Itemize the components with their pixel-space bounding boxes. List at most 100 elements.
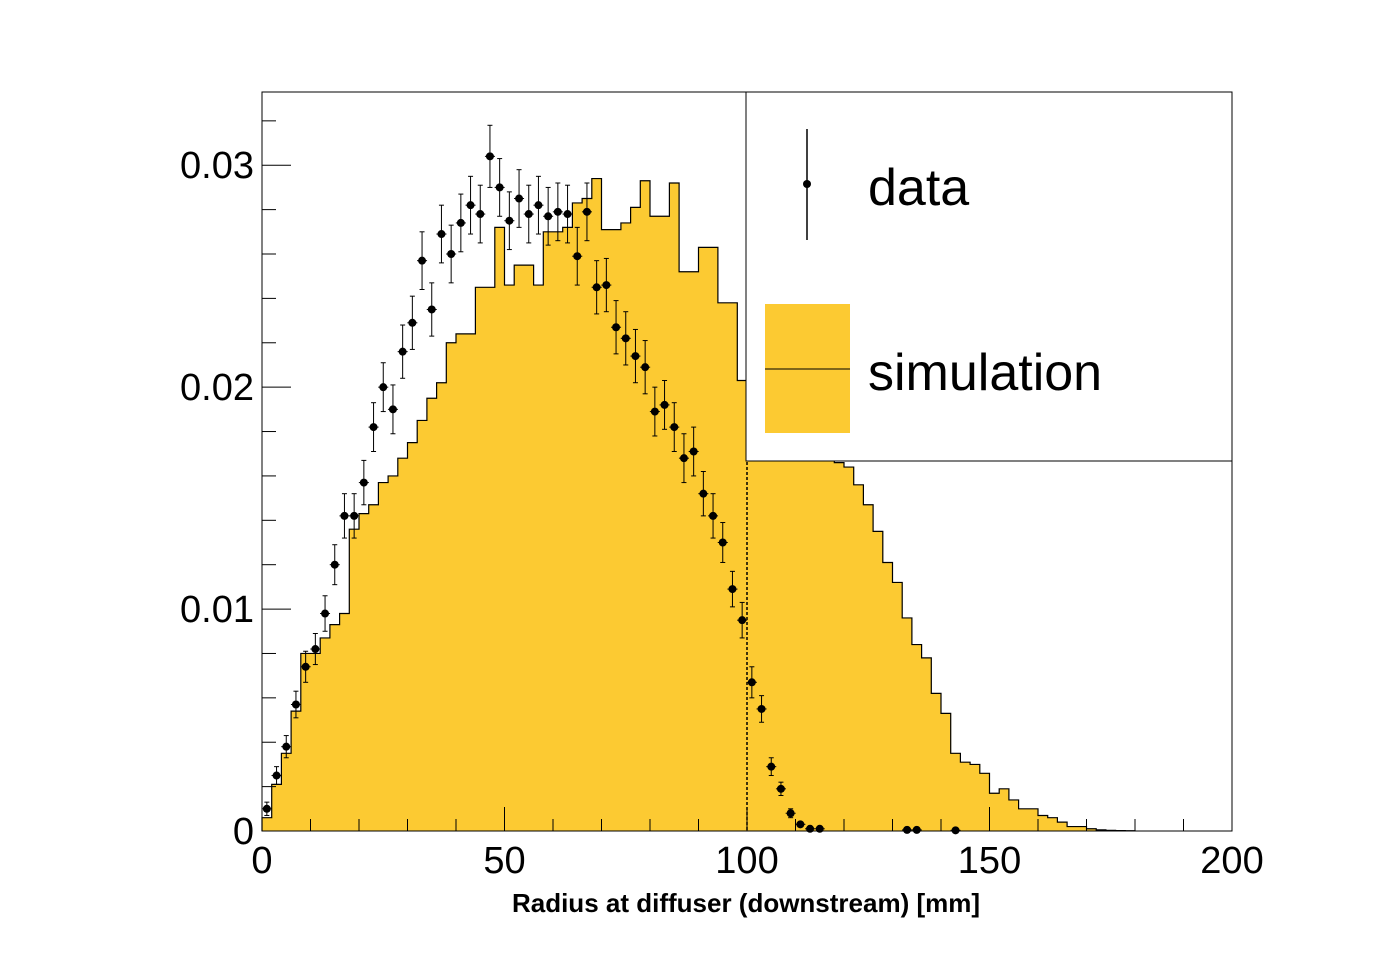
x-tick-label: 150 (958, 840, 1021, 882)
x-tick-label: 200 (1200, 840, 1263, 882)
simulation-bin (698, 247, 709, 832)
simulation-bin (417, 420, 428, 831)
data-point (387, 384, 398, 435)
data-point (572, 226, 583, 286)
data-point (640, 340, 651, 395)
data-point (746, 666, 757, 699)
simulation-bin (359, 513, 370, 831)
simulation-bin (747, 333, 758, 831)
data-point (552, 182, 563, 242)
data-marker (408, 318, 417, 327)
simulation-bin (785, 384, 796, 831)
y-tick-label: 0.03 (180, 145, 254, 187)
data-point (417, 231, 428, 291)
simulation-bin (271, 784, 282, 831)
simulation-bin (795, 407, 806, 831)
data-marker (447, 250, 456, 259)
data-point (290, 690, 301, 719)
data-point (775, 781, 786, 796)
data-marker (388, 405, 397, 414)
simulation-bin (892, 582, 903, 831)
data-point (543, 186, 554, 246)
data-point (358, 459, 369, 506)
data-point (785, 808, 796, 819)
data-point (533, 175, 544, 235)
data-point (339, 493, 350, 539)
data-point (717, 522, 728, 563)
simulation-bin (1067, 826, 1078, 831)
data-marker (796, 820, 805, 829)
simulation-bin (553, 231, 564, 832)
data-marker (767, 762, 776, 771)
data-point (514, 169, 525, 228)
x-tick-label: 0 (251, 840, 272, 882)
simulation-bin (562, 227, 573, 831)
simulation-bin (708, 247, 719, 832)
data-marker (699, 489, 708, 498)
data-point (436, 204, 447, 264)
data-point (756, 695, 767, 723)
data-marker (592, 283, 601, 292)
simulation-histogram (261, 177, 1136, 832)
data-point (504, 191, 515, 251)
data-point (407, 295, 418, 350)
simulation-bin (717, 302, 728, 832)
data-point (611, 300, 622, 355)
data-point (737, 601, 748, 639)
data-marker (544, 212, 553, 221)
simulation-bin (1018, 808, 1029, 831)
data-marker (709, 511, 718, 520)
data-marker (418, 256, 427, 265)
simulation-bin (1008, 799, 1019, 831)
simulation-bin (378, 482, 389, 831)
simulation-bin (1057, 822, 1068, 831)
simulation-bin (911, 644, 922, 831)
data-point (465, 175, 476, 235)
data-marker (806, 824, 815, 833)
data-marker (340, 511, 349, 520)
data-point (659, 379, 670, 430)
simulation-bin (902, 617, 913, 831)
data-points (261, 124, 961, 835)
data-point (630, 328, 641, 384)
simulation-bin (572, 202, 583, 832)
simulation-bin (456, 333, 467, 831)
simulation-bin (465, 333, 476, 831)
data-marker (747, 678, 756, 687)
simulation-bin (300, 653, 311, 831)
simulation-bin (844, 467, 855, 831)
data-point (310, 632, 321, 666)
simulation-bin (523, 265, 534, 831)
data-marker (631, 352, 640, 361)
simulation-bin (388, 475, 399, 831)
data-marker (679, 454, 688, 463)
simulation-bin (659, 216, 670, 832)
data-point (669, 402, 680, 453)
data-point (261, 801, 272, 816)
simulation-bin (310, 653, 321, 831)
simulation-bin (514, 265, 525, 831)
simulation-bin (611, 229, 622, 831)
data-marker (660, 400, 669, 409)
data-point (795, 820, 806, 829)
data-marker (495, 183, 504, 192)
axes: 0 50 100 150 200 0 0.01 0.02 0.03 (180, 91, 1264, 882)
data-marker (398, 347, 407, 356)
simulation-bin (824, 422, 835, 831)
data-marker (282, 742, 291, 751)
data-marker (456, 218, 465, 227)
simulation-bin (853, 484, 864, 831)
simulation-bin (349, 529, 360, 831)
data-point (727, 570, 738, 608)
data-marker (563, 210, 572, 219)
data-marker (912, 825, 921, 834)
simulation-outline (261, 177, 1136, 832)
data-marker (524, 210, 533, 219)
simulation-bin (999, 788, 1010, 831)
data-marker (311, 645, 320, 654)
y-tick-label: 0 (233, 811, 254, 853)
simulation-bin (979, 773, 990, 831)
data-marker (641, 363, 650, 372)
simulation-bin (640, 180, 651, 831)
simulation-bin (960, 762, 971, 831)
